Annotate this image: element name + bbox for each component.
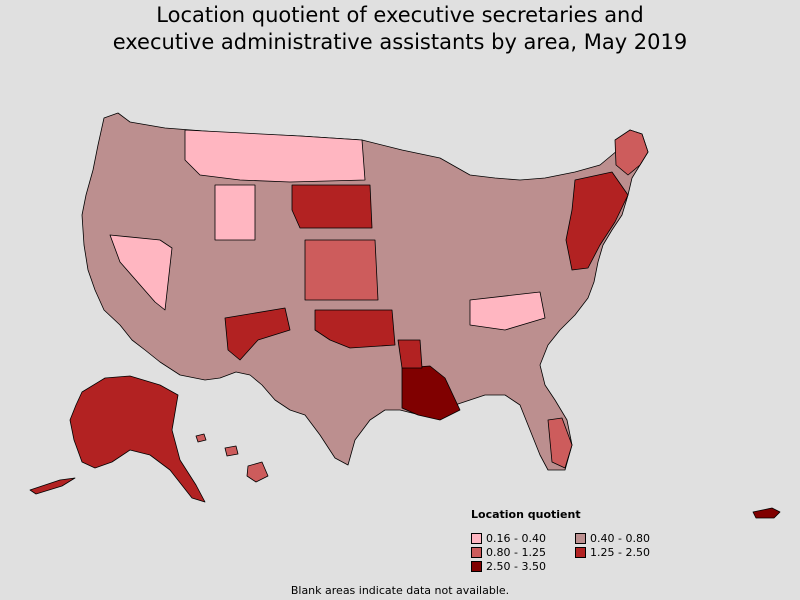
map-title: Location quotient of executive secretari… (0, 2, 800, 56)
legend-item-0: 0.16 - 0.40 (471, 532, 575, 545)
legend-title: Location quotient (471, 508, 581, 521)
region-wyoming-west (214, 184, 256, 241)
legend-item-4: 2.50 - 3.50 (471, 560, 575, 573)
region-hawaii-3 (246, 461, 269, 483)
legend: Location quotient 0.16 - 0.40 0.40 - 0.8… (471, 508, 691, 573)
map-title-line-2: executive administrative assistants by a… (112, 30, 688, 54)
region-hawaii-1 (195, 433, 207, 443)
legend-swatch-4 (471, 561, 482, 572)
region-northeast-corridor (565, 171, 629, 271)
region-alaska (69, 375, 206, 503)
legend-item-2: 0.80 - 1.25 (471, 546, 575, 559)
region-kansas-west (304, 239, 379, 301)
legend-swatch-2 (471, 547, 482, 558)
region-mississippi-west (397, 339, 423, 369)
region-montana-dakotas (184, 129, 366, 183)
legend-swatch-3 (575, 547, 586, 558)
legend-swatch-1 (575, 533, 586, 544)
region-louisiana (401, 365, 461, 421)
map-title-line-1: Location quotient of executive secretari… (156, 3, 644, 27)
region-puerto-rico (752, 507, 781, 519)
region-maine (614, 129, 649, 176)
footnote: Blank areas indicate data not available. (290, 584, 510, 597)
legend-label-3: 1.25 - 2.50 (590, 546, 650, 559)
legend-label-4: 2.50 - 3.50 (486, 560, 546, 573)
legend-item-1: 0.40 - 0.80 (575, 532, 685, 545)
region-hawaii-2 (224, 445, 239, 457)
legend-label-2: 0.80 - 1.25 (486, 546, 546, 559)
region-oklahoma (314, 309, 396, 349)
legend-swatch-0 (471, 533, 482, 544)
legend-label-0: 0.16 - 0.40 (486, 532, 546, 545)
region-nebraska-south-dakota (291, 184, 373, 229)
legend-label-1: 0.40 - 0.80 (590, 532, 650, 545)
region-florida-south (547, 417, 573, 469)
region-appalachia (469, 291, 546, 331)
legend-item-3: 1.25 - 2.50 (575, 546, 685, 559)
region-alaska-aleutians (29, 477, 76, 495)
region-new-mexico-east (224, 307, 291, 361)
region-nevada (109, 234, 173, 311)
